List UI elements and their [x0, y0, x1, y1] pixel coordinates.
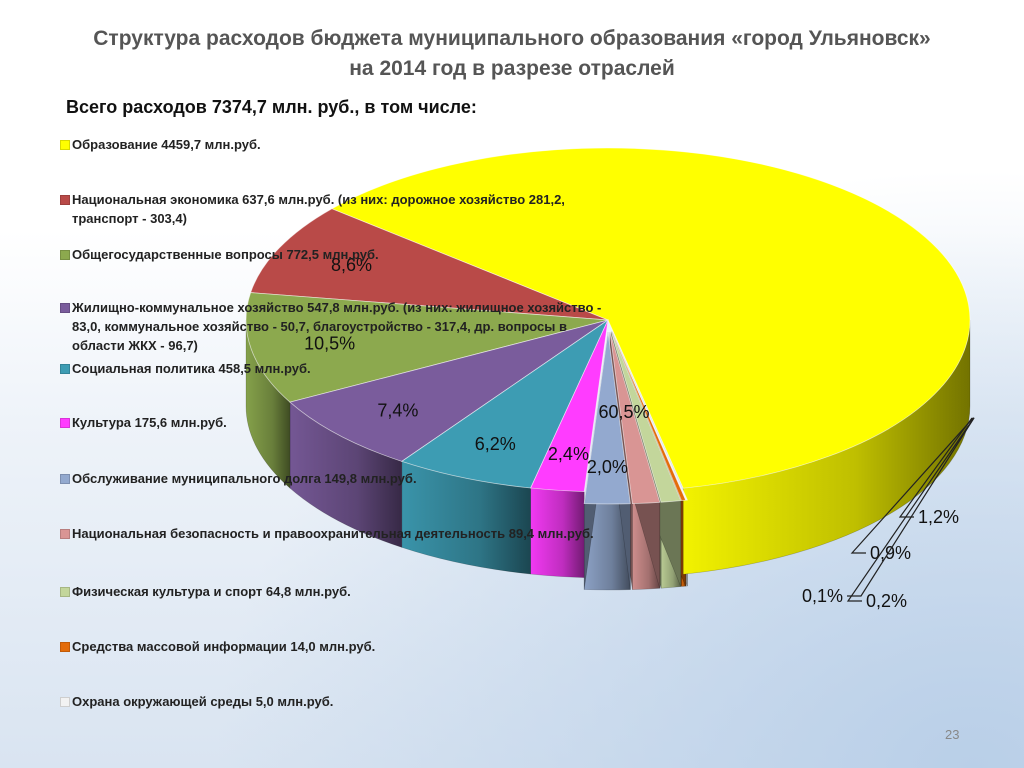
legend-swatch	[60, 529, 70, 539]
data-label-5: 2,4%	[548, 444, 589, 464]
pie-slice-5	[530, 319, 609, 493]
legend-label: Жилищно-коммунальное хозяйство 547,8 млн…	[72, 300, 602, 353]
legend-swatch	[60, 140, 70, 150]
legend-label: Средства массовой информации 14,0 млн.ру…	[72, 639, 376, 654]
legend-swatch	[60, 474, 70, 484]
pie-slice-8	[610, 331, 682, 503]
data-label-3: 7,4%	[377, 401, 418, 421]
data-label-7: 1,2%	[918, 507, 959, 527]
legend-swatch	[60, 303, 70, 313]
legend-item: Общегосударственные вопросы 772,5 млн.ру…	[60, 245, 605, 264]
legend-item: Физическая культура и спорт 64,8 млн.руб…	[60, 582, 605, 601]
data-label-6: 2,0%	[587, 457, 628, 477]
legend-swatch	[60, 642, 70, 652]
pie-slice-2	[245, 292, 609, 403]
pie-slice-10	[611, 331, 688, 501]
data-label-1: 8,6%	[331, 255, 372, 275]
legend-item: Национальная экономика 637,6 млн.руб. (и…	[60, 190, 605, 228]
legend-swatch	[60, 587, 70, 597]
legend-swatch	[60, 364, 70, 374]
data-label-9: 0,2%	[866, 591, 907, 611]
legend-label: Национальная экономика 637,6 млн.руб. (и…	[72, 192, 565, 226]
legend-item: Образование 4459,7 млн.руб.	[60, 135, 605, 154]
leader-line-8	[850, 417, 974, 554]
slide-title-line-2: на 2014 год в разрезе отраслей	[349, 57, 675, 80]
legend-label: Обслуживание муниципального долга 149,8 …	[72, 471, 417, 486]
pie-slice-3	[289, 319, 609, 462]
data-label-2: 10,5%	[304, 334, 355, 354]
pie-labels: 60,5% 8,6% 10,5% 7,4% 6,2% 2,4%2,0% 1,2% 0,9% 0,…	[304, 255, 975, 611]
pie-slice-0	[330, 147, 971, 489]
legend-swatch	[60, 418, 70, 428]
pie-slice-7	[609, 331, 661, 505]
pie-slice-4	[400, 318, 609, 489]
pie-slice-1	[250, 208, 609, 321]
legend-label: Социальная политика 458,5 млн.руб.	[72, 361, 311, 376]
legend-item: Средства массовой информации 14,0 млн.ру…	[60, 637, 605, 656]
leader-line-10	[847, 417, 975, 597]
legend-swatch	[60, 250, 70, 260]
legend-item: Охрана окружающей среды 5,0 млн.руб.	[60, 692, 605, 711]
data-label-8: 0,9%	[870, 543, 911, 563]
legend-label: Общегосударственные вопросы 772,5 млн.ру…	[72, 247, 379, 262]
total-expenses-label: Всего расходов 7374,7 млн. руб., в том ч…	[66, 97, 477, 117]
legend-item: Национальная безопасность и правоохранит…	[60, 524, 605, 543]
legend-item: Обслуживание муниципального долга 149,8 …	[60, 469, 605, 488]
slide-title-line-1: Структура расходов бюджета муниципальног…	[93, 27, 931, 50]
data-label-0: 60,5%	[598, 402, 649, 422]
slide-title: Структура расходов бюджета муниципальног…	[40, 24, 984, 84]
legend-label: Национальная безопасность и правоохранит…	[72, 526, 594, 541]
data-label-10: 0,1%	[802, 586, 843, 606]
legend-item: Жилищно-коммунальное хозяйство 547,8 млн…	[60, 298, 605, 355]
data-label-4: 6,2%	[475, 434, 516, 454]
legend-item: Социальная политика 458,5 млн.руб.	[60, 359, 605, 378]
legend-label: Охрана окружающей среды 5,0 млн.руб.	[72, 694, 334, 709]
leader-line-9	[846, 417, 975, 602]
page-number: 23	[945, 727, 960, 742]
legend-swatch	[60, 697, 70, 707]
pie-tops	[245, 147, 971, 505]
legend-label: Физическая культура и спорт 64,8 млн.руб…	[72, 584, 351, 599]
legend-item: Культура 175,6 млн.руб.	[60, 413, 605, 432]
legend-label: Культура 175,6 млн.руб.	[72, 415, 227, 430]
pie-slice-6	[583, 331, 631, 505]
legend-label: Образование 4459,7 млн.руб.	[72, 137, 261, 152]
legend-swatch	[60, 195, 70, 205]
leader-line-7	[898, 417, 973, 518]
